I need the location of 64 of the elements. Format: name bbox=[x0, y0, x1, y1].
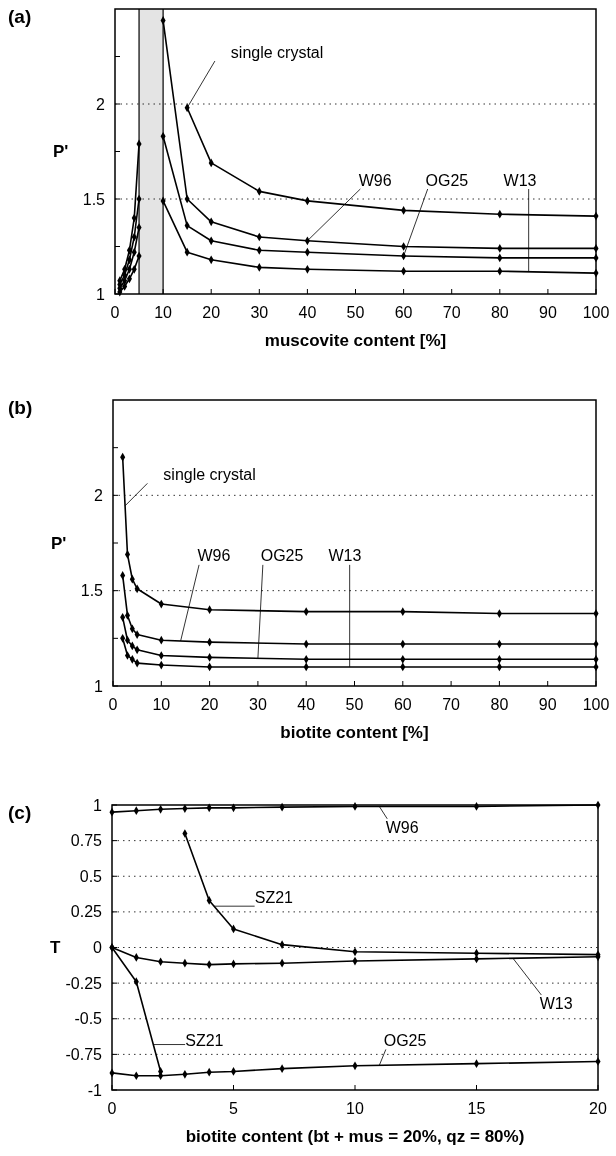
x-tick-label: 0 bbox=[110, 304, 120, 321]
x-tick-label: 80 bbox=[490, 304, 509, 321]
text: W96 bbox=[358, 171, 392, 189]
y-tick-label: 1.5 bbox=[82, 190, 106, 208]
x-tick-label: 40 bbox=[297, 696, 316, 713]
x-tick-label: 5 bbox=[229, 1100, 239, 1117]
x-tick-label: 20 bbox=[202, 304, 221, 321]
y-axis-title: P' bbox=[53, 142, 69, 161]
x-tick-label: 70 bbox=[442, 304, 461, 321]
y-tick-label: -0.5 bbox=[74, 1010, 103, 1028]
text: W13 bbox=[539, 995, 573, 1013]
legend-label: SZ21 bbox=[185, 1031, 224, 1049]
x-tick-label: 80 bbox=[490, 696, 509, 713]
x-tick-label: 100 bbox=[582, 304, 610, 321]
x-axis-title: biotite content (bt + mus = 20%, qz = 80%) bbox=[185, 1127, 525, 1146]
x-tick-label: 30 bbox=[250, 304, 269, 321]
x-tick-label: 0 bbox=[108, 696, 118, 713]
x-tick-label: 100 bbox=[582, 696, 610, 713]
x-tick-label: 15 bbox=[467, 1100, 486, 1117]
x-tick-label: 20 bbox=[589, 1100, 607, 1117]
y-tick-label: 0.5 bbox=[79, 867, 103, 885]
x-tick-label: 30 bbox=[249, 696, 267, 713]
text: OG25 bbox=[260, 547, 304, 565]
chart-title: (c) bbox=[8, 802, 32, 823]
series-label: OG25 bbox=[383, 1031, 427, 1049]
x-tick-label: 70 bbox=[442, 696, 461, 713]
chart-title: (a) bbox=[8, 6, 32, 27]
x-tick-label: 0 bbox=[107, 1100, 117, 1117]
x-tick-label: 10 bbox=[152, 696, 171, 713]
text: OG25 bbox=[425, 171, 469, 189]
series-label: W96 bbox=[385, 819, 419, 837]
x-axis-title: muscovite content [%] bbox=[264, 331, 447, 350]
x-axis-title: biotite content [%] bbox=[280, 723, 429, 742]
text: single crystal bbox=[230, 43, 324, 61]
y-tick-label: 1 bbox=[93, 796, 103, 814]
y-tick-label: -0.75 bbox=[65, 1045, 103, 1063]
y-tick-label: 1 bbox=[96, 285, 106, 303]
y-tick-label: 0.25 bbox=[70, 903, 103, 921]
x-tick-label: 50 bbox=[345, 696, 364, 713]
x-tick-label: 60 bbox=[393, 696, 412, 713]
x-tick-label: 60 bbox=[394, 304, 413, 321]
chart-title: (b) bbox=[8, 397, 33, 418]
y-axis-title: T bbox=[50, 938, 61, 957]
text: W96 bbox=[197, 547, 231, 565]
legend-label: SZ21 bbox=[254, 889, 294, 907]
x-tick-label: 90 bbox=[538, 696, 557, 713]
x-tick-label: 40 bbox=[298, 304, 317, 321]
x-tick-label: 20 bbox=[200, 696, 219, 713]
y-tick-label: 1.5 bbox=[80, 582, 104, 600]
text: single crystal bbox=[163, 465, 256, 483]
y-tick-label: 0.75 bbox=[70, 832, 103, 850]
text: W13 bbox=[503, 171, 537, 189]
x-tick-label: 50 bbox=[346, 304, 365, 321]
y-tick-label: 0 bbox=[93, 939, 103, 956]
x-tick-label: 10 bbox=[154, 304, 173, 321]
x-tick-label: 90 bbox=[539, 304, 557, 321]
y-tick-label: -0.25 bbox=[65, 974, 103, 992]
x-tick-label: 10 bbox=[346, 1100, 364, 1117]
y-tick-label: -1 bbox=[87, 1081, 103, 1099]
y-tick-label: 2 bbox=[94, 486, 104, 504]
y-tick-label: 2 bbox=[96, 95, 106, 113]
text: W13 bbox=[328, 547, 362, 565]
y-tick-label: 1 bbox=[94, 677, 104, 695]
y-axis-title: P' bbox=[51, 533, 67, 553]
